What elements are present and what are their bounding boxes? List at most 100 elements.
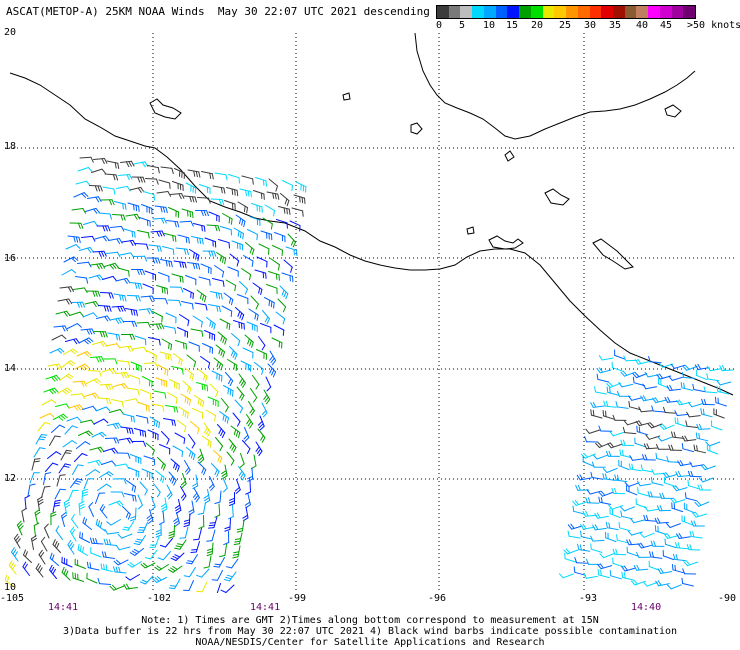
- wind-barb: [218, 239, 230, 249]
- wind-barb: [224, 200, 236, 210]
- wind-barb: [70, 393, 85, 399]
- wind-barb: [282, 180, 293, 192]
- wind-barb: [97, 577, 111, 585]
- wind-barb: [719, 365, 734, 372]
- wind-barb: [662, 472, 678, 478]
- wind-barb: [169, 379, 180, 391]
- wind-barb: [43, 472, 52, 485]
- wind-barb: [216, 583, 221, 593]
- wind-barb: [140, 295, 155, 302]
- wind-barb: [178, 406, 189, 419]
- wind-barb: [152, 311, 163, 323]
- wind-barb: [61, 269, 77, 276]
- wind-barb: [643, 514, 657, 522]
- wind-barb: [692, 383, 706, 393]
- wind-barb: [100, 292, 114, 299]
- wind-barb: [186, 354, 197, 368]
- wind-barb: [173, 512, 180, 527]
- legend-swatch: [577, 6, 590, 18]
- wind-barb: [605, 450, 620, 457]
- wind-barb: [150, 323, 165, 330]
- wind-barb: [196, 289, 207, 303]
- note-line-1: Note: 1) Times are GMT 2)Times along bot…: [141, 615, 599, 626]
- wind-barb: [106, 519, 121, 526]
- wind-barb: [684, 492, 698, 502]
- wind-barb: [247, 467, 254, 482]
- wind-barb: [258, 336, 266, 351]
- wind-barb: [180, 393, 191, 406]
- wind-barb: [72, 464, 84, 475]
- legend-label-45: 45: [660, 20, 673, 31]
- wind-barb: [187, 169, 201, 178]
- wind-barb: [120, 426, 134, 435]
- map-title: ASCAT(METOP-A) 25KM NOAA Winds May 30 22…: [6, 5, 430, 18]
- wind-barb: [174, 539, 187, 550]
- wind-barb: [269, 350, 277, 366]
- wind-barb: [70, 478, 83, 488]
- wind-barb: [102, 275, 117, 282]
- lat-lon-grid: [5, 33, 735, 593]
- wind-barb: [165, 312, 177, 324]
- wind-barb: [160, 259, 173, 268]
- wind-barb: [33, 522, 40, 537]
- wind-barb: [225, 372, 234, 387]
- wind-barb: [99, 504, 108, 519]
- wind-barb: [657, 567, 673, 574]
- wind-barb: [170, 458, 180, 472]
- wind-barb: [85, 469, 100, 477]
- wind-barb: [219, 411, 229, 424]
- wind-barb: [101, 460, 116, 466]
- wind-barb: [49, 347, 65, 354]
- wind-barb: [221, 398, 229, 413]
- wind-barb: [86, 290, 101, 297]
- wind-barb: [107, 332, 121, 341]
- wind-barb: [272, 245, 283, 256]
- wind-barb: [590, 543, 603, 553]
- wind-barb: [636, 552, 651, 558]
- wind-barb: [151, 403, 165, 412]
- wind-barb: [101, 368, 117, 375]
- wind-barb: [115, 372, 130, 379]
- legend-swatch: [636, 6, 649, 18]
- wind-barb: [113, 383, 128, 389]
- wind-barb: [120, 160, 135, 168]
- wind-barb: [583, 573, 598, 579]
- wind-barb: [670, 497, 686, 504]
- wind-barb: [154, 205, 168, 214]
- legend-swatch: [460, 6, 473, 18]
- wind-barb: [265, 376, 272, 392]
- wind-barb: [235, 307, 245, 321]
- wind-barb: [230, 425, 241, 439]
- wind-barb: [49, 552, 59, 566]
- wind-barb: [114, 201, 127, 210]
- wind-barb: [236, 386, 245, 401]
- wind-barb: [628, 400, 641, 411]
- wind-barb: [563, 548, 579, 555]
- wind-barb: [701, 398, 715, 406]
- wind-barb: [682, 365, 698, 371]
- wind-barb: [203, 555, 212, 569]
- wind-barb: [596, 367, 612, 374]
- wind-barb: [155, 523, 162, 538]
- wind-barb: [672, 485, 688, 492]
- wind-barb: [280, 193, 290, 207]
- wind-barb: [206, 542, 214, 557]
- wind-barb: [647, 491, 662, 498]
- wind-barb: [52, 499, 61, 513]
- wind-barb: [109, 584, 125, 591]
- wind-barb: [656, 443, 671, 450]
- wind-barb: [128, 374, 141, 385]
- wind-barb: [199, 184, 211, 194]
- wind-barb: [233, 532, 243, 545]
- wind-barb: [608, 504, 624, 510]
- wind-barb: [692, 511, 708, 518]
- wind-barb: [130, 454, 142, 465]
- wind-barb: [67, 235, 81, 243]
- wind-barb: [168, 471, 177, 486]
- legend-swatch: [507, 6, 520, 18]
- wind-barb: [206, 529, 216, 542]
- wind-barb: [154, 298, 168, 305]
- legend-swatch: [648, 6, 660, 18]
- wind-barb: [572, 505, 585, 515]
- wind-barb: [635, 498, 648, 509]
